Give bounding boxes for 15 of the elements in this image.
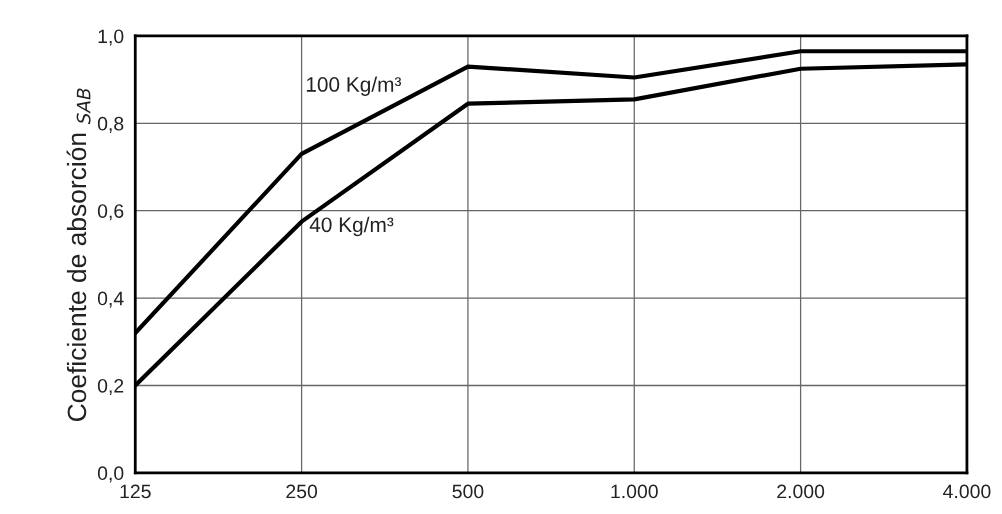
y-tick-label: 0,0 — [97, 466, 124, 483]
y-tick-label: 0,6 — [97, 204, 124, 221]
x-tick-label: 500 — [452, 484, 484, 499]
y-axis-title: Coeficiente de absorción $_{SAB}$ — [66, 88, 91, 422]
x-tick-label: 4.000 — [943, 484, 991, 499]
y-tick-label: 0,8 — [97, 116, 124, 133]
y-tick-label: 0,4 — [97, 291, 124, 308]
x-tick-label: 2.000 — [777, 484, 825, 499]
series-label: 40 Kg/m³ — [309, 216, 394, 237]
series-label: 100 Kg/m³ — [306, 76, 401, 96]
y-tick-label: 1,0 — [98, 29, 124, 46]
x-tick-label: 250 — [286, 484, 318, 499]
x-tick-label: 1.000 — [611, 484, 658, 499]
y-tick-label: 0,2 — [97, 378, 124, 396]
x-tick-label: 125 — [120, 484, 151, 499]
